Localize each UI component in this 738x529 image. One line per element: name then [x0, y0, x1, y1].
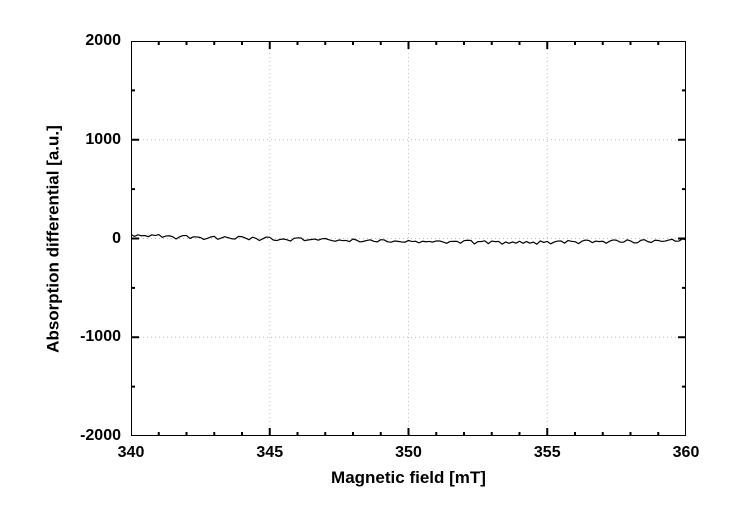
plot-svg: [131, 41, 686, 436]
y-tick-label: -1000: [80, 328, 121, 346]
y-axis-label: Absorption differential [a.u.]: [43, 41, 63, 436]
y-tick-label: -2000: [80, 427, 121, 445]
y-tick-label: 1000: [85, 131, 121, 149]
x-tick-label: 355: [534, 444, 561, 462]
x-tick-label: 350: [395, 444, 422, 462]
x-axis-label: Magnetic field [mT]: [131, 468, 686, 488]
y-tick-label: 0: [112, 230, 121, 248]
y-tick-label: 2000: [85, 32, 121, 50]
x-tick-label: 360: [673, 444, 700, 462]
plot-area: [131, 41, 686, 436]
x-tick-label: 340: [118, 444, 145, 462]
x-tick-label: 345: [256, 444, 283, 462]
figure: Magnetic field [mT] Absorption different…: [0, 0, 738, 529]
